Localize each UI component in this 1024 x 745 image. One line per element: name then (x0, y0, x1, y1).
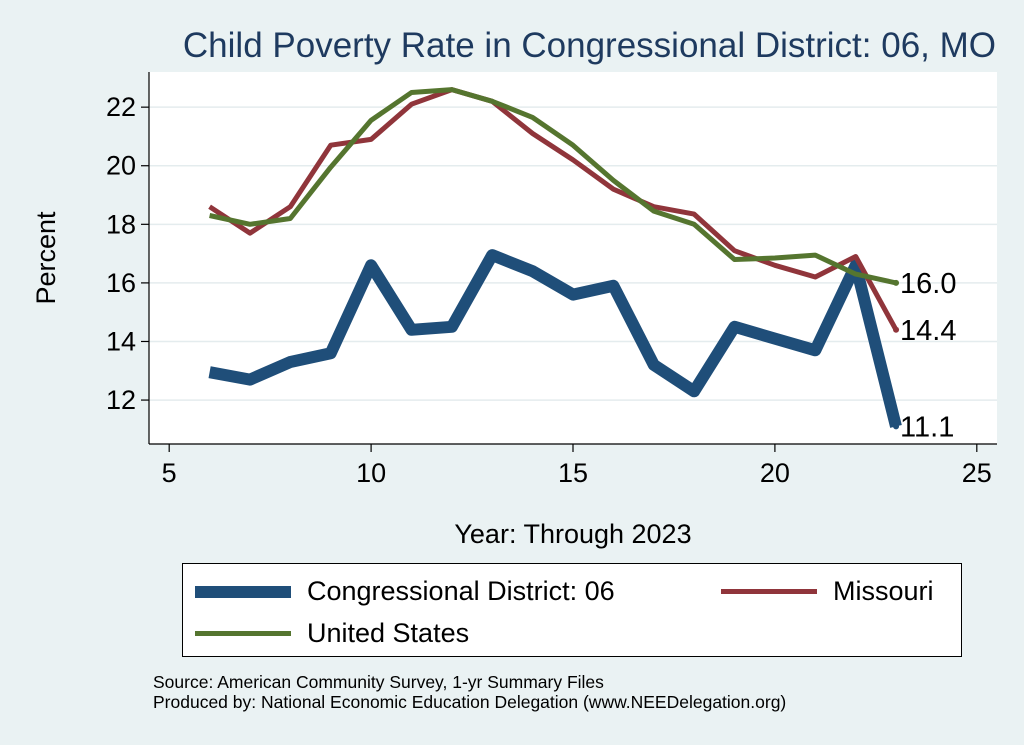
legend-swatch-district (195, 585, 291, 598)
y-axis-label: Percent (31, 211, 61, 305)
legend-swatch-united-states (195, 631, 291, 636)
end-label-missouri: 14.4 (900, 315, 956, 347)
y-tick-label-18: 18 (106, 209, 136, 239)
end-marker-district (893, 423, 900, 430)
producer-note: Produced by: National Economic Education… (153, 692, 787, 712)
legend-label-united-states: United States (307, 618, 470, 648)
x-tick-label-5: 5 (162, 458, 177, 488)
x-axis-label: Year: Through 2023 (454, 519, 691, 549)
end-label-district: 11.1 (900, 411, 954, 443)
y-tick-label-20: 20 (106, 151, 136, 181)
legend-label-missouri: Missouri (833, 576, 934, 606)
y-tick-label-16: 16 (106, 268, 136, 298)
line-chart: 12 14 16 18 20 22 5 10 15 20 25 11.1 14.4 16.0 Perce… (31, 72, 997, 549)
x-tick-label-20: 20 (760, 458, 790, 488)
end-marker-united-states (893, 279, 900, 286)
chart-title: Child Poverty Rate in Congressional Dist… (182, 26, 996, 65)
legend-item-united-states: United States (195, 618, 469, 649)
series-line-united-states (209, 87, 897, 286)
legend-label-district: Congressional District: 06 (307, 576, 615, 606)
source-note: Source: American Community Survey, 1-yr … (153, 672, 604, 692)
footer: Source: American Community Survey, 1-yr … (153, 672, 786, 712)
end-marker-missouri (893, 326, 900, 333)
legend-item-missouri: Missouri (721, 576, 934, 607)
x-tick-label-10: 10 (356, 458, 386, 488)
series-line-district (208, 249, 902, 428)
legend-swatch-missouri (721, 589, 817, 594)
y-tick-label-14: 14 (106, 326, 136, 356)
x-tick-label-25: 25 (962, 458, 992, 488)
plot-area (149, 72, 997, 444)
end-label-united-states: 16.0 (900, 268, 956, 300)
y-tick-label-12: 12 (106, 385, 136, 415)
x-tick-label-15: 15 (558, 458, 588, 488)
legend-item-district: Congressional District: 06 (195, 576, 615, 607)
y-tick-label-22: 22 (106, 92, 136, 122)
series-line-missouri (208, 87, 899, 332)
legend: Congressional District: 06 Missouri Unit… (182, 563, 962, 657)
